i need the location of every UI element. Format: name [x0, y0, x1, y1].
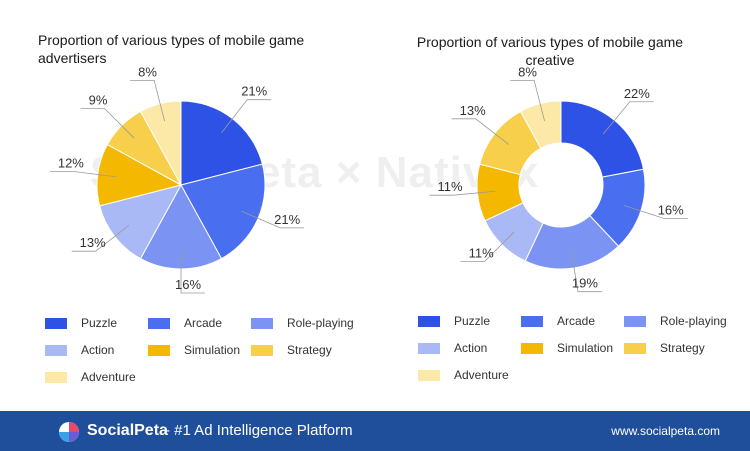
pie-0-data-label: 16%: [175, 277, 201, 292]
legend-item: Simulation: [148, 343, 240, 357]
legend-swatch: [251, 344, 273, 356]
pie-1-leader-line: [602, 101, 654, 135]
socialpeta-logo-icon: [59, 422, 79, 442]
pie-0-data-label: 13%: [80, 235, 106, 250]
legend-label: Strategy: [660, 341, 705, 355]
pie-1-leader-line: [460, 231, 515, 262]
legend-swatch: [45, 371, 67, 383]
legend-label: Arcade: [557, 314, 596, 328]
legend-label: Puzzle: [454, 314, 491, 328]
pie-1-data-label: 19%: [572, 276, 598, 291]
legend-swatch: [624, 315, 646, 327]
legend-label: Adventure: [81, 370, 136, 384]
pie-1-leader-line: [429, 190, 496, 196]
legend-label: Action: [454, 341, 488, 355]
legend-label: Simulation: [557, 341, 614, 355]
footer-tagline: - #1 Ad Intelligence Platform: [165, 422, 353, 439]
pie-0-data-label: 8%: [138, 64, 157, 79]
pie-0-leader-line: [71, 225, 130, 252]
legend-label: Role-playing: [287, 316, 354, 330]
legend-label: Simulation: [184, 343, 241, 357]
legend-swatch: [521, 315, 543, 327]
legend-swatch: [251, 317, 273, 329]
pie-1-data-label: 22%: [624, 86, 650, 101]
legend-swatch: [148, 344, 170, 356]
pie-charts: 21% 21% 16% 13% 12% 9% 8% 22% 16% 19% 11% 11% 13% 8%: [49, 64, 688, 294]
pie-1-data-label: 8%: [518, 64, 537, 79]
legend-swatch: [418, 342, 440, 354]
pie-0-data-label: 12%: [58, 155, 84, 170]
legend-label: Strategy: [287, 343, 332, 357]
pie-1-leader-line: [623, 205, 688, 219]
footer-brand: SocialPeta: [87, 422, 168, 439]
pie-1-slice-puzzle: [560, 100, 645, 178]
legend-item: Action: [45, 343, 114, 357]
legend-label: Puzzle: [81, 316, 118, 330]
legend-label: Action: [81, 343, 115, 357]
legend-item: Role-playing: [624, 314, 727, 328]
legend-swatch: [418, 369, 440, 381]
left-chart-title: Proportion of various types of mobile ga…: [38, 32, 305, 66]
pie-0-leader-line: [180, 251, 205, 294]
pie-1-leader-line: [510, 79, 545, 122]
pie-1-leader-line: [451, 118, 510, 145]
legend-swatch: [45, 317, 67, 329]
pie-0-data-label: 9%: [89, 93, 108, 108]
legend-swatch: [148, 317, 170, 329]
pie-0-leader-line: [80, 108, 135, 139]
legend-item: Arcade: [521, 314, 595, 328]
legend-item: Action: [418, 341, 487, 355]
legend-label: Arcade: [184, 316, 223, 330]
legend-item: Strategy: [251, 343, 332, 357]
pie-1-data-label: 16%: [658, 202, 684, 217]
legend-swatch: [624, 342, 646, 354]
pie-1-leader-line: [570, 250, 602, 293]
legend-item: Puzzle: [418, 314, 490, 328]
pie-1-data-label: 13%: [460, 103, 486, 118]
pie-1-data-label: 11%: [437, 179, 462, 194]
legend-item: Strategy: [624, 341, 705, 355]
pie-0-data-label: 21%: [241, 84, 267, 99]
pie-0-data-label: 21%: [274, 212, 300, 227]
pie-1-slice-adventure: [519, 100, 562, 149]
pie-0-leader-line: [130, 79, 165, 122]
pie-0-leader-line: [241, 210, 305, 229]
legend-item: Role-playing: [251, 316, 354, 330]
pie-0-leader-line: [221, 99, 272, 134]
legend-label: Role-playing: [660, 314, 727, 328]
right-chart-title: Proportion of various types of mobile ga…: [416, 34, 684, 68]
legend-swatch: [418, 315, 440, 327]
legend-item: Arcade: [148, 316, 222, 330]
legend-label: Adventure: [454, 368, 509, 382]
footer-bar: SocialPeta - #1 Ad Intelligence Platform…: [0, 411, 750, 451]
pie-1-data-label: 11%: [469, 245, 494, 260]
legend-item: Adventure: [45, 370, 136, 384]
legend-swatch: [45, 344, 67, 356]
legend-item: Puzzle: [45, 316, 117, 330]
pie-0-leader-line: [49, 171, 116, 178]
footer-site-link[interactable]: www.socialpeta.com: [611, 424, 720, 438]
legend-item: Adventure: [418, 368, 509, 382]
legend-swatch: [521, 342, 543, 354]
legend-item: Simulation: [521, 341, 613, 355]
